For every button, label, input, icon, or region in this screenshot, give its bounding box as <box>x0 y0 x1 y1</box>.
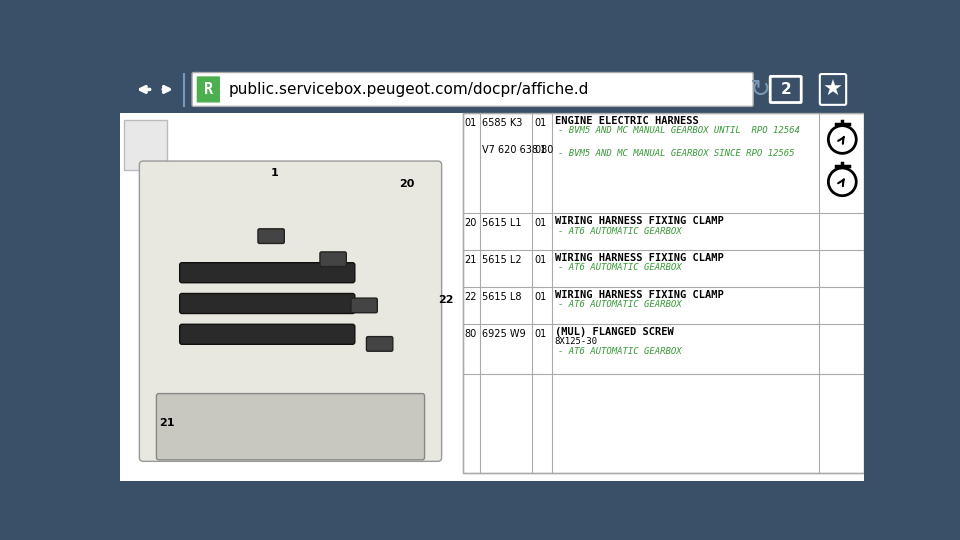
Text: 21: 21 <box>464 255 476 265</box>
FancyBboxPatch shape <box>180 262 355 283</box>
Text: - AT6 AUTOMATIC GEARBOX: - AT6 AUTOMATIC GEARBOX <box>558 264 682 273</box>
Text: 5615 L1: 5615 L1 <box>482 218 521 228</box>
Text: 21: 21 <box>158 418 175 428</box>
Text: ★: ★ <box>823 79 843 99</box>
Text: V7 620 638 80: V7 620 638 80 <box>482 145 553 155</box>
Text: R: R <box>204 82 213 97</box>
Text: - BVM5 AND MC MANUAL GEARBOX SINCE RPO 12565: - BVM5 AND MC MANUAL GEARBOX SINCE RPO 1… <box>558 150 794 159</box>
Text: ↻: ↻ <box>749 77 770 102</box>
Text: 22: 22 <box>438 295 453 305</box>
FancyBboxPatch shape <box>770 76 802 103</box>
Text: 5615 L2: 5615 L2 <box>482 255 521 265</box>
Text: 01: 01 <box>535 118 547 128</box>
Text: 80: 80 <box>464 329 476 339</box>
Text: - AT6 AUTOMATIC GEARBOX: - AT6 AUTOMATIC GEARBOX <box>558 347 682 356</box>
Text: WIRING HARNESS FIXING CLAMP: WIRING HARNESS FIXING CLAMP <box>555 253 724 264</box>
Text: 01: 01 <box>535 145 547 155</box>
Text: WIRING HARNESS FIXING CLAMP: WIRING HARNESS FIXING CLAMP <box>555 217 724 226</box>
Text: 22: 22 <box>464 292 476 302</box>
Text: 6925 W9: 6925 W9 <box>482 329 525 339</box>
FancyBboxPatch shape <box>180 294 355 314</box>
Bar <box>120 65 864 112</box>
Text: 01: 01 <box>535 329 547 339</box>
Text: 01: 01 <box>464 118 476 128</box>
Text: 01: 01 <box>535 218 547 228</box>
FancyBboxPatch shape <box>197 76 220 103</box>
FancyBboxPatch shape <box>351 298 377 313</box>
Text: 6585 K3: 6585 K3 <box>482 118 522 128</box>
Text: ENGINE ELECTRIC HARNESS: ENGINE ELECTRIC HARNESS <box>555 117 699 126</box>
FancyBboxPatch shape <box>320 252 347 267</box>
Text: 20: 20 <box>399 179 415 189</box>
Bar <box>124 120 166 170</box>
Text: - AT6 AUTOMATIC GEARBOX: - AT6 AUTOMATIC GEARBOX <box>558 226 682 235</box>
FancyBboxPatch shape <box>180 325 355 345</box>
Text: WIRING HARNESS FIXING CLAMP: WIRING HARNESS FIXING CLAMP <box>555 291 724 300</box>
Bar <box>120 112 864 481</box>
FancyBboxPatch shape <box>139 161 442 461</box>
Bar <box>120 112 461 481</box>
Text: - BVM5 AND MC MANUAL GEARBOX UNTIL  RPO 12564: - BVM5 AND MC MANUAL GEARBOX UNTIL RPO 1… <box>558 126 800 136</box>
Text: public.servicebox.peugeot.com/docpr/affiche.d: public.servicebox.peugeot.com/docpr/affi… <box>228 82 588 97</box>
FancyBboxPatch shape <box>156 394 424 460</box>
Text: - AT6 AUTOMATIC GEARBOX: - AT6 AUTOMATIC GEARBOX <box>558 300 682 309</box>
Text: 20: 20 <box>464 218 476 228</box>
Text: 01: 01 <box>535 255 547 265</box>
FancyBboxPatch shape <box>192 72 754 106</box>
Text: 1: 1 <box>271 167 278 178</box>
Text: 8X125-30: 8X125-30 <box>555 338 598 346</box>
Bar <box>463 112 864 473</box>
Text: 2: 2 <box>780 82 791 97</box>
Text: 01: 01 <box>535 292 547 302</box>
Text: (MUL) FLANGED SCREW: (MUL) FLANGED SCREW <box>555 327 674 338</box>
FancyBboxPatch shape <box>258 229 284 244</box>
Text: 5615 L8: 5615 L8 <box>482 292 521 302</box>
FancyBboxPatch shape <box>367 336 393 351</box>
